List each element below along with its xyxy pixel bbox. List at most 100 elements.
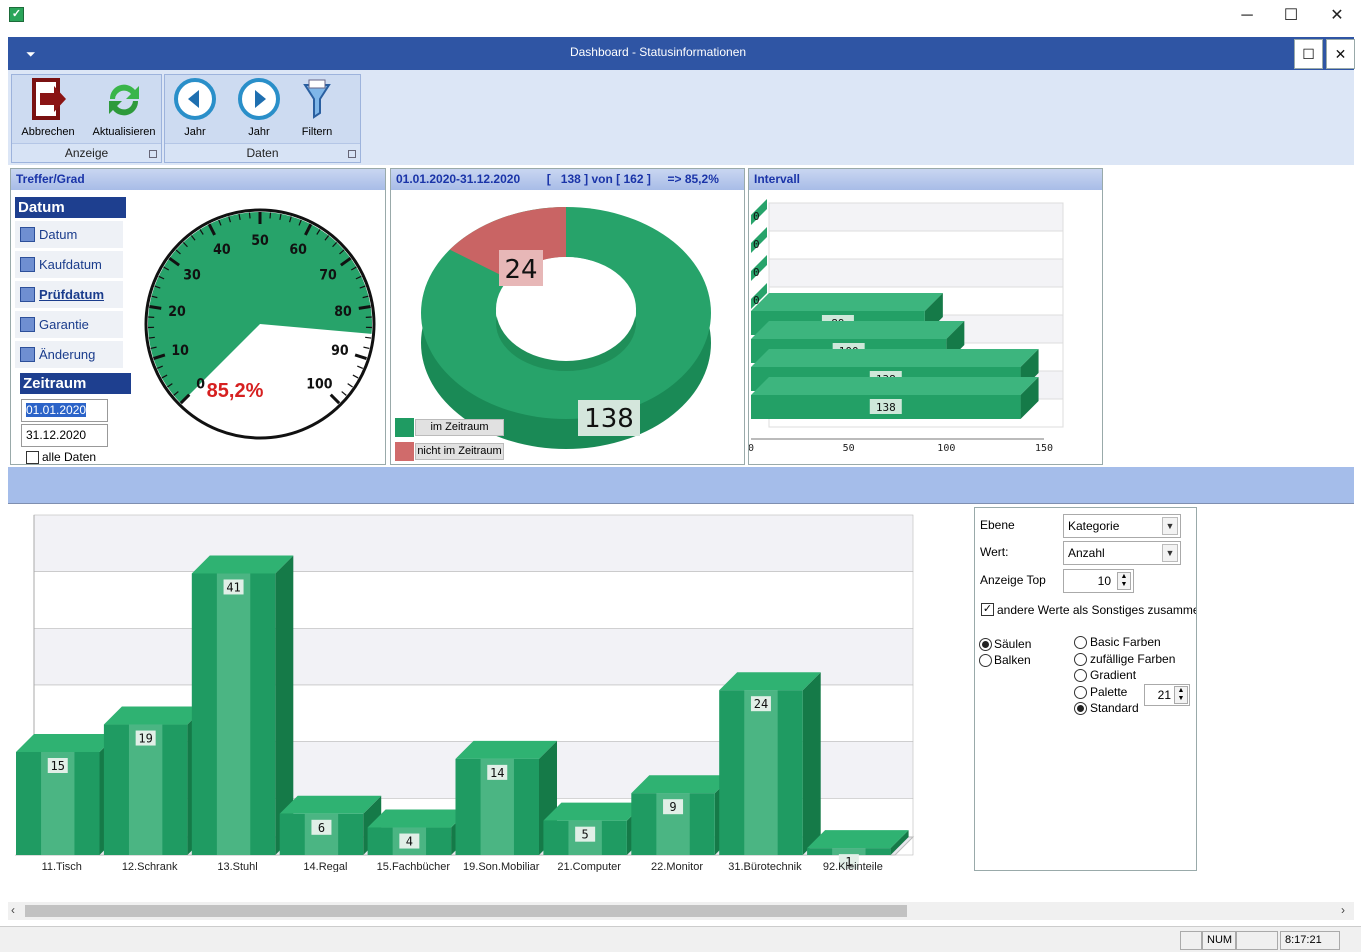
wert-select[interactable]: Anzahl ▼ xyxy=(1063,541,1181,565)
calendar-icon xyxy=(20,287,35,302)
gauge-tick xyxy=(341,391,347,396)
date-to-input[interactable]: 31.12.2020 xyxy=(21,424,108,447)
group-launcher-icon[interactable] xyxy=(348,150,356,158)
gauge-tick xyxy=(167,383,173,388)
orientation-radio[interactable] xyxy=(979,638,992,651)
scroll-right-icon[interactable]: › xyxy=(1341,903,1345,917)
nav-item-label: Änderung xyxy=(39,347,96,362)
app-icon: ✓ xyxy=(9,7,24,22)
gauge-tick xyxy=(158,275,165,280)
bar-value-label: 4 xyxy=(406,835,413,849)
nav-item-label: Prüfdatum xyxy=(39,287,104,302)
color-mode-radio[interactable] xyxy=(1074,702,1087,715)
bar-value-label: 41 xyxy=(226,580,240,594)
filter-button[interactable]: Filtern xyxy=(291,77,343,138)
year-back-button[interactable]: Jahr xyxy=(169,77,221,138)
scrollbar-thumb[interactable] xyxy=(25,905,907,917)
cancel-label: Abbrechen xyxy=(21,126,75,138)
gauge-tick xyxy=(163,266,170,271)
zero-bar-label: 0 xyxy=(753,266,760,279)
donut-value-out: 24 xyxy=(504,255,537,285)
axis-tick-label: 150 xyxy=(1035,443,1053,454)
color-mode-label: Palette xyxy=(1090,684,1128,699)
ebene-select[interactable]: Kategorie ▼ xyxy=(1063,514,1181,538)
bar-value-box xyxy=(575,826,596,842)
bar-value-label: 24 xyxy=(754,697,768,711)
spin-arrows-icon[interactable]: ▲ ▼ xyxy=(1117,572,1131,590)
year-forward-button[interactable]: Jahr xyxy=(233,77,285,138)
bar-top xyxy=(543,802,645,821)
sonstiges-label: andere Werte als Sonstiges zusammenfasse… xyxy=(997,603,1197,617)
gauge-tick xyxy=(354,353,367,361)
chevron-down-icon: ▼ xyxy=(1162,544,1178,562)
scroll-left-icon[interactable]: ‹ xyxy=(11,903,15,917)
color-mode-radio[interactable] xyxy=(1074,669,1087,682)
refresh-button[interactable]: Aktualisieren xyxy=(88,77,160,138)
gauge-tick xyxy=(190,235,196,241)
minimize-button[interactable]: ─ xyxy=(1241,7,1253,24)
category-label: 31.Bürotechnik xyxy=(728,861,802,872)
gauge-tick xyxy=(154,285,161,289)
document-header: ⏷ Dashboard - Statusinformationen ☐ ✕ xyxy=(8,37,1355,70)
axis-tick-label: 100 xyxy=(937,443,955,454)
grid-band xyxy=(33,571,914,629)
menu-dropdown-icon[interactable]: ⏷ xyxy=(26,47,36,61)
bar-highlight xyxy=(744,690,778,855)
maximize-button[interactable]: ☐ xyxy=(1283,7,1299,24)
category-label: 14.Regal xyxy=(303,861,347,872)
color-mode-label: Basic Farben xyxy=(1090,635,1161,649)
wert-label: Wert: xyxy=(980,545,1009,559)
nav-item[interactable]: Kaufdatum xyxy=(15,251,123,278)
nav-item[interactable]: Datum xyxy=(15,221,123,248)
legend-label-out: nicht im Zeitraum xyxy=(415,443,504,460)
cancel-button[interactable]: Abbrechen xyxy=(16,77,80,138)
ribbon-group-label: Daten xyxy=(165,143,360,162)
gauge-tick xyxy=(218,219,222,226)
anzeige-top-stepper[interactable]: 10 ▲ ▼ xyxy=(1063,569,1134,593)
orientation-radio[interactable] xyxy=(979,654,992,667)
alle-daten-checkbox[interactable] xyxy=(26,451,39,464)
color-mode-label: zufällige Farben xyxy=(1090,651,1176,666)
bar-value-label: 15 xyxy=(51,759,65,773)
bar-top xyxy=(751,349,1039,367)
nav-item[interactable]: Änderung xyxy=(15,341,123,368)
bar-value-box xyxy=(311,819,332,835)
palette-stepper[interactable]: 21 ▲ ▼ xyxy=(1144,684,1190,706)
horizontal-scrollbar[interactable]: ‹ › xyxy=(8,902,1354,920)
splitter-band[interactable] xyxy=(8,467,1354,504)
gauge-tick xyxy=(362,295,369,299)
nav-item-label: Kaufdatum xyxy=(39,257,102,272)
color-mode-radio[interactable] xyxy=(1074,636,1087,649)
zero-bar xyxy=(751,255,767,281)
grid-band xyxy=(33,514,914,572)
restore-document-button[interactable]: ☐ xyxy=(1294,39,1323,69)
nav-item[interactable]: Prüfdatum xyxy=(15,281,123,308)
color-mode-radio[interactable] xyxy=(1074,652,1087,666)
gauge-tick xyxy=(357,365,364,370)
close-document-button[interactable]: ✕ xyxy=(1326,39,1355,69)
bar-value-box xyxy=(47,758,68,773)
gauge-tick xyxy=(156,365,163,370)
zero-bar-label: 0 xyxy=(753,294,760,307)
nav-item[interactable]: Garantie xyxy=(15,311,123,338)
date-from-input[interactable]: 01.01.2020 xyxy=(21,399,108,422)
bar-top xyxy=(751,321,965,339)
gauge-tick xyxy=(228,216,232,223)
close-button[interactable]: ✕ xyxy=(1330,7,1344,24)
bar-top xyxy=(751,377,1039,395)
color-mode-radio[interactable] xyxy=(1074,685,1087,699)
exit-icon xyxy=(32,78,66,120)
window-titlebar: ✓ ─ ☐ ✕ xyxy=(0,0,1361,31)
spin-arrows-icon[interactable]: ▲ ▼ xyxy=(1174,686,1188,704)
gauge-tick-label: 40 xyxy=(213,242,231,258)
gauge-tick xyxy=(175,249,181,255)
gauge-fill xyxy=(148,212,372,404)
group-launcher-icon[interactable] xyxy=(149,150,157,158)
sonstiges-checkbox[interactable]: ✓ xyxy=(981,603,994,616)
gauge-tick xyxy=(238,213,241,220)
axis-tick-label: 0 xyxy=(749,443,754,454)
donut-label-box-out xyxy=(499,250,543,286)
gauge-tick xyxy=(182,241,188,248)
gauge-value-label: 85,2% xyxy=(207,380,264,402)
bar-value-box xyxy=(663,799,684,815)
